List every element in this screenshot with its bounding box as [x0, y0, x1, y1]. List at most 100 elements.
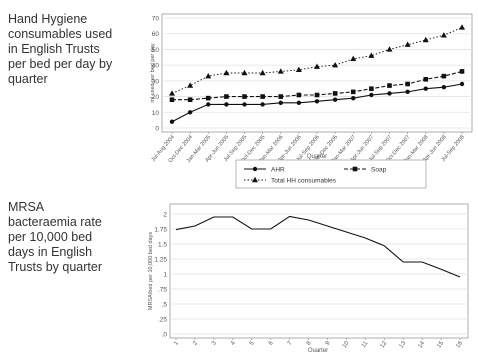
x-tick-label: 10 — [342, 340, 351, 349]
x-tick-label: 3 — [211, 340, 218, 347]
x-tick-label: 4 — [230, 340, 237, 347]
y-tick-label: 20 — [152, 94, 160, 101]
data-point-total-hh-consumables — [223, 69, 230, 76]
x-tick-label: 1 — [173, 340, 180, 347]
x-tick-label: 7 — [287, 340, 294, 347]
x-tick-label: 13 — [399, 340, 408, 349]
data-point-soap — [278, 94, 284, 99]
data-point-total-hh-consumables — [205, 72, 212, 79]
data-point-total-hh-consumables — [404, 41, 411, 47]
data-point-soap — [405, 81, 410, 87]
data-point-ahr — [387, 91, 392, 96]
data-point-total-hh-consumables — [187, 82, 194, 88]
data-point-ahr — [278, 100, 283, 106]
x-tick-label: 16 — [455, 340, 464, 349]
data-point-ahr — [314, 99, 320, 104]
y-tick-label: 50 — [152, 47, 160, 54]
legend-label-soap: Soap — [371, 167, 387, 174]
legend-box — [235, 159, 427, 189]
data-point-total-hh-consumables — [277, 68, 284, 74]
data-point-soap — [260, 94, 265, 99]
data-point-ahr — [260, 102, 265, 107]
data-point-ahr — [242, 102, 247, 107]
data-point-total-hh-consumables — [386, 46, 393, 52]
data-point-soap — [350, 89, 356, 95]
data-point-ahr — [187, 110, 193, 115]
data-point-ahr — [332, 97, 338, 102]
series-line-mrsa — [175, 215, 461, 278]
x-tick-label: 11 — [361, 340, 370, 349]
data-point-soap — [296, 92, 302, 98]
legend-marker-total-hh-consumables — [252, 176, 258, 183]
data-point-total-hh-consumables — [368, 52, 375, 58]
x-axis-label: Quarter — [307, 154, 327, 160]
data-point-soap — [459, 69, 465, 74]
data-point-total-hh-consumables — [440, 32, 447, 38]
x-tick-label: 15 — [436, 340, 445, 349]
data-point-total-hh-consumables — [350, 55, 357, 62]
data-point-total-hh-consumables — [295, 66, 302, 73]
y-tick-label: 1.75 — [154, 227, 167, 234]
y-tick-label: 1 — [163, 272, 167, 279]
data-point-soap — [314, 92, 320, 98]
data-point-soap — [187, 97, 193, 103]
data-point-ahr — [441, 84, 447, 90]
y-tick-label: 2 — [163, 212, 167, 219]
data-point-ahr — [369, 92, 374, 98]
data-point-total-hh-consumables — [422, 36, 429, 43]
y-tick-label: 0 — [155, 126, 159, 133]
y-tick-label: 60 — [152, 31, 160, 38]
y-tick-label: .5 — [162, 302, 168, 309]
data-point-soap — [205, 95, 211, 101]
data-point-ahr — [169, 119, 175, 124]
data-point-ahr — [405, 89, 410, 95]
y-tick-label: 70 — [152, 16, 160, 23]
data-point-total-hh-consumables — [169, 90, 175, 96]
y-axis-label: ml used per bed per day — [150, 43, 156, 103]
x-tick-label: 9 — [325, 340, 332, 347]
chart-caption-mrsa: MRSA bacteraemia rate per 10,000 bed day… — [8, 200, 103, 274]
data-point-total-hh-consumables — [459, 24, 465, 30]
legend-label-ahr: AHR — [271, 167, 285, 174]
data-point-soap — [441, 73, 447, 79]
legend-marker-soap — [352, 166, 358, 172]
data-point-ahr — [296, 100, 302, 106]
legend-label-total-hh-consumables: Total HH consumables — [271, 178, 337, 185]
data-point-total-hh-consumables — [259, 69, 266, 76]
legend-marker-ahr — [252, 166, 258, 172]
y-tick-label: 1.25 — [154, 257, 167, 264]
plot-frame — [161, 13, 473, 133]
y-tick-label: .75 — [158, 287, 167, 294]
data-point-ahr — [351, 95, 356, 101]
data-point-ahr — [423, 86, 428, 91]
data-point-ahr — [459, 81, 465, 87]
data-point-soap — [332, 91, 338, 96]
data-point-total-hh-consumables — [241, 69, 248, 76]
data-point-soap — [387, 83, 392, 88]
y-tick-label: 1.5 — [158, 242, 167, 249]
x-tick-label: 2 — [192, 340, 199, 347]
data-point-ahr — [224, 102, 229, 107]
y-tick-label: 30 — [152, 78, 160, 85]
y-tick-label: 10 — [152, 110, 160, 117]
plot-frame — [169, 203, 469, 339]
data-point-soap — [423, 76, 429, 82]
x-axis-label: Quarter — [308, 348, 328, 352]
y-tick-label: 40 — [152, 63, 160, 70]
data-point-soap — [224, 94, 229, 99]
x-tick-label: 14 — [417, 340, 426, 349]
y-tick-label: .25 — [158, 317, 167, 324]
x-tick-label: 12 — [380, 340, 389, 349]
data-point-soap — [369, 86, 374, 92]
x-tick-label: 8 — [306, 340, 313, 347]
data-point-total-hh-consumables — [314, 63, 320, 69]
chart-caption-hand-hygiene: Hand Hygiene consumables used in English… — [8, 12, 113, 86]
y-tick-label: .0 — [162, 332, 168, 339]
y-axis-label: MRSA/bed per 10,000 bed days — [148, 232, 154, 311]
data-point-total-hh-consumables — [332, 61, 339, 68]
x-tick-label: 6 — [268, 340, 275, 347]
data-point-soap — [242, 94, 247, 99]
series-line-total-hh-consumables — [171, 27, 463, 94]
